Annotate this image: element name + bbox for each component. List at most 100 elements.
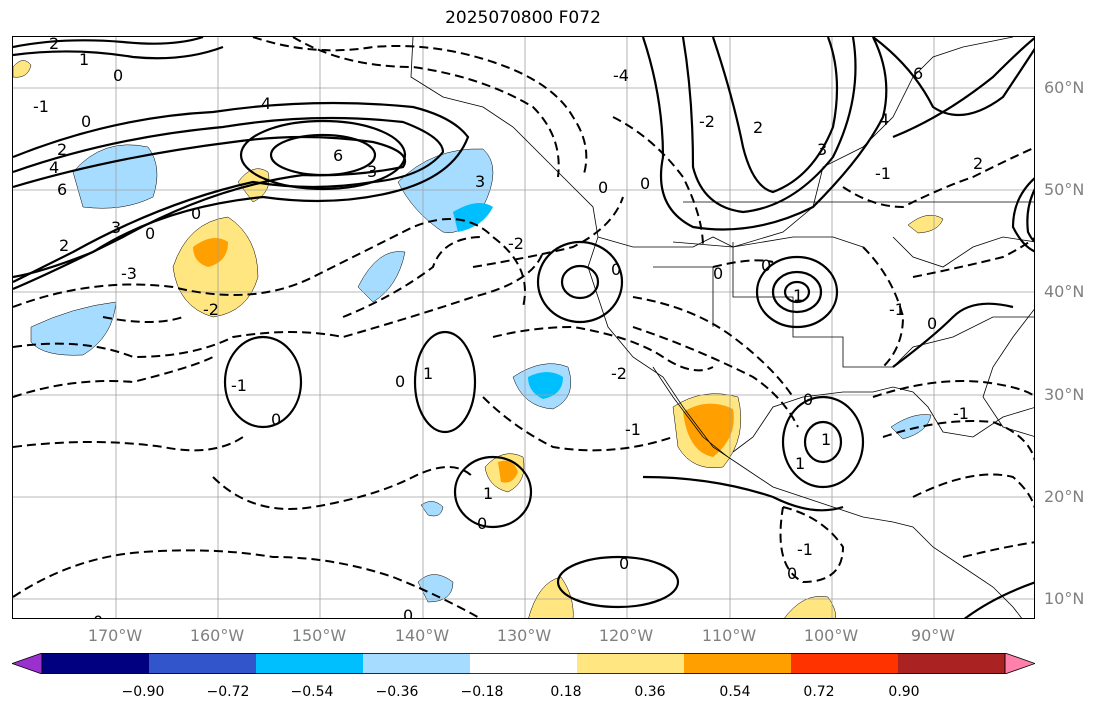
negative-contours [13, 37, 1034, 618]
colorbar-segment [684, 653, 792, 674]
colorbar-outline [41, 653, 1006, 674]
contour-label: -3 [121, 264, 137, 283]
contour-label: 0 [803, 390, 813, 409]
contour-label: 0 [640, 174, 650, 193]
contour-label: 1 [821, 430, 831, 449]
contour-label: 2 [973, 154, 983, 173]
map-canvas: 2 1 0 -1 0 2 4 6 2 3 0 0 -3 -2 4 6 3 3 -… [13, 37, 1034, 619]
shade-blue [417, 574, 454, 603]
contour-label: 3 [817, 140, 827, 159]
contour-label: 0 [787, 564, 797, 583]
lon-label: 150°W [291, 626, 347, 645]
contour-label: 4 [879, 110, 889, 129]
lat-label: 30°N [1044, 385, 1085, 404]
contour-label: 0 [395, 372, 405, 391]
colorbar-extend-low [12, 653, 43, 674]
contour-label: 2 [49, 37, 59, 53]
contour-label: 6 [57, 180, 67, 199]
contour-label: 3 [367, 162, 377, 181]
contour-label: 0 [403, 606, 413, 619]
shading-layer [13, 60, 944, 618]
colorbar-segment [791, 653, 899, 674]
colorbar-tick-label: 0.90 [888, 684, 920, 700]
graticule [13, 37, 1034, 618]
contour-label: 0 [619, 554, 629, 573]
colorbar-extend-high [1004, 653, 1035, 674]
contour-label: 0 [271, 410, 281, 429]
contour-label: 4 [261, 94, 271, 113]
contour-label: -2 [203, 300, 219, 319]
contour-label: 0 [611, 260, 621, 279]
contour-label: -1 [875, 164, 891, 183]
contour-label: -2 [699, 112, 715, 131]
lon-label: 90°W [910, 626, 956, 645]
shade-blue [890, 414, 932, 440]
contour-label: 0 [145, 224, 155, 243]
shade-yellow [13, 60, 32, 78]
contour-label: -1 [953, 404, 969, 423]
contour-label: 1 [793, 286, 803, 305]
contour-label: 2 [753, 118, 763, 137]
contour-label: 3 [475, 172, 485, 191]
contour-label: 1 [423, 364, 433, 383]
positive-contours [13, 37, 1034, 618]
colorbar-segment [898, 653, 1006, 674]
shade-orange [683, 403, 734, 457]
contour-label: -1 [889, 300, 905, 319]
contour-label: 0 [713, 264, 723, 283]
colorbar-tick-label: 0.54 [719, 684, 751, 700]
lat-label: 10°N [1044, 589, 1085, 608]
shade-blue [357, 251, 406, 303]
lat-label: 40°N [1044, 282, 1085, 301]
shade-deepblue [528, 372, 563, 399]
shade-orange [498, 460, 518, 483]
contour-label: -2 [508, 234, 524, 253]
shade-blue [30, 301, 117, 356]
colorbar-segment [363, 653, 471, 674]
contour-labels: 2 1 0 -1 0 2 4 6 2 3 0 0 -3 -2 4 6 3 3 -… [33, 37, 983, 619]
colorbar-segment [256, 653, 364, 674]
lat-label: 60°N [1044, 78, 1085, 97]
colorbar-tick-label: 0.72 [803, 684, 835, 700]
contour-label: 0 [81, 112, 91, 131]
shade-blue [72, 144, 158, 209]
lat-label: 20°N [1044, 487, 1085, 506]
colorbar-segment [42, 653, 150, 674]
contour-label: 2 [59, 236, 69, 255]
lon-label: 100°W [803, 626, 859, 645]
contour-label: 2 [57, 140, 67, 159]
contour-label: 1 [79, 50, 89, 69]
contour-label: 6 [913, 64, 923, 83]
colorbar-tick-label: −0.72 [206, 684, 250, 700]
colorbar-tick-label: −0.18 [460, 684, 504, 700]
colorbar-tick-label: −0.36 [375, 684, 419, 700]
contour-label: -2 [611, 364, 627, 383]
lon-label: 110°W [701, 626, 757, 645]
lat-label: 50°N [1044, 180, 1085, 199]
shade-yellow [528, 576, 574, 618]
contour-label: -4 [613, 66, 629, 85]
contour-label: -1 [797, 540, 813, 559]
contour-label: -1 [231, 376, 247, 395]
contour-label: 0 [477, 514, 487, 533]
colorbar [12, 653, 1035, 674]
shade-orange [193, 238, 228, 267]
shade-blue [420, 501, 444, 517]
contour-label: 0 [598, 178, 608, 197]
colorbar-tick-label: −0.90 [121, 684, 165, 700]
colorbar-segment [470, 653, 578, 674]
lon-label: 170°W [87, 626, 143, 645]
map-title: 2025070800 F072 [445, 8, 601, 28]
contour-label: 6 [333, 146, 343, 165]
shade-yellow [784, 596, 836, 618]
map-panel[interactable]: 2 1 0 -1 0 2 4 6 2 3 0 0 -3 -2 4 6 3 3 -… [12, 36, 1035, 619]
contour-label: 1 [795, 454, 805, 473]
lon-label: 160°W [189, 626, 245, 645]
contour-label: 4 [49, 158, 59, 177]
coastlines [410, 37, 1034, 618]
colorbar-tick-label: 0.36 [634, 684, 666, 700]
colorbar-segment [149, 653, 257, 674]
contour-label: 0 [927, 314, 937, 333]
contour-label: 0 [93, 612, 103, 619]
shade-deepblue [453, 203, 493, 232]
